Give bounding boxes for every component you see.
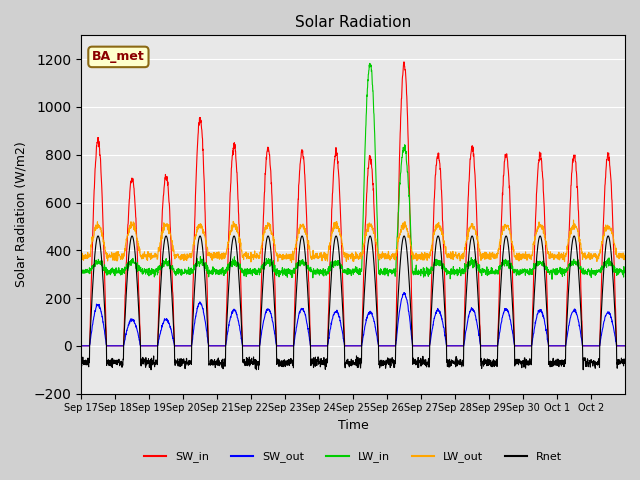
LW_in	[621, 270, 629, 276]
Rnet	[77, 359, 85, 365]
SW_in	[132, 208, 140, 214]
LW_out	[386, 255, 394, 261]
Rnet	[621, 360, 629, 366]
SW_in	[548, 343, 556, 348]
LW_out	[614, 253, 621, 259]
Legend: SW_in, SW_out, LW_in, LW_out, Rnet: SW_in, SW_out, LW_in, LW_out, Rnet	[140, 447, 567, 467]
SW_out	[401, 290, 408, 296]
Line: SW_in: SW_in	[81, 62, 625, 346]
LW_in	[517, 268, 525, 274]
LW_out	[132, 228, 140, 233]
LW_in	[366, 60, 374, 66]
SW_out	[77, 343, 85, 348]
Rnet	[132, 258, 140, 264]
Rnet	[548, 364, 556, 370]
SW_out	[132, 322, 140, 328]
SW_in	[386, 343, 394, 348]
Line: LW_out: LW_out	[81, 220, 625, 263]
SW_in	[517, 343, 525, 348]
Title: Solar Radiation: Solar Radiation	[295, 15, 412, 30]
LW_in	[614, 267, 621, 273]
Rnet	[517, 359, 525, 364]
SW_out	[249, 343, 257, 348]
LW_out	[621, 257, 629, 263]
SW_out	[621, 343, 629, 348]
SW_in	[77, 343, 85, 348]
LW_out	[77, 254, 85, 260]
SW_in	[614, 343, 621, 348]
SW_in	[621, 343, 629, 348]
Rnet	[250, 359, 257, 365]
Rnet	[386, 356, 394, 361]
LW_in	[548, 267, 556, 273]
Rnet	[94, 233, 102, 239]
LW_in	[386, 269, 394, 275]
SW_in	[400, 59, 408, 65]
SW_out	[386, 343, 394, 348]
LW_out	[288, 260, 296, 265]
Line: Rnet: Rnet	[81, 236, 625, 370]
Text: BA_met: BA_met	[92, 50, 145, 63]
SW_out	[614, 343, 621, 348]
LW_out	[517, 252, 525, 257]
SW_in	[249, 343, 257, 348]
Rnet	[147, 367, 155, 372]
LW_out	[249, 255, 257, 261]
LW_in	[249, 267, 257, 273]
Y-axis label: Solar Radiation (W/m2): Solar Radiation (W/m2)	[15, 142, 28, 288]
SW_out	[517, 343, 525, 348]
LW_out	[570, 217, 577, 223]
LW_in	[548, 276, 556, 282]
Line: SW_out: SW_out	[81, 293, 625, 346]
Line: LW_in: LW_in	[81, 63, 625, 279]
LW_out	[548, 255, 556, 261]
X-axis label: Time: Time	[338, 419, 369, 432]
LW_in	[77, 268, 85, 274]
Rnet	[614, 361, 621, 367]
LW_in	[132, 260, 140, 265]
SW_out	[548, 343, 556, 348]
